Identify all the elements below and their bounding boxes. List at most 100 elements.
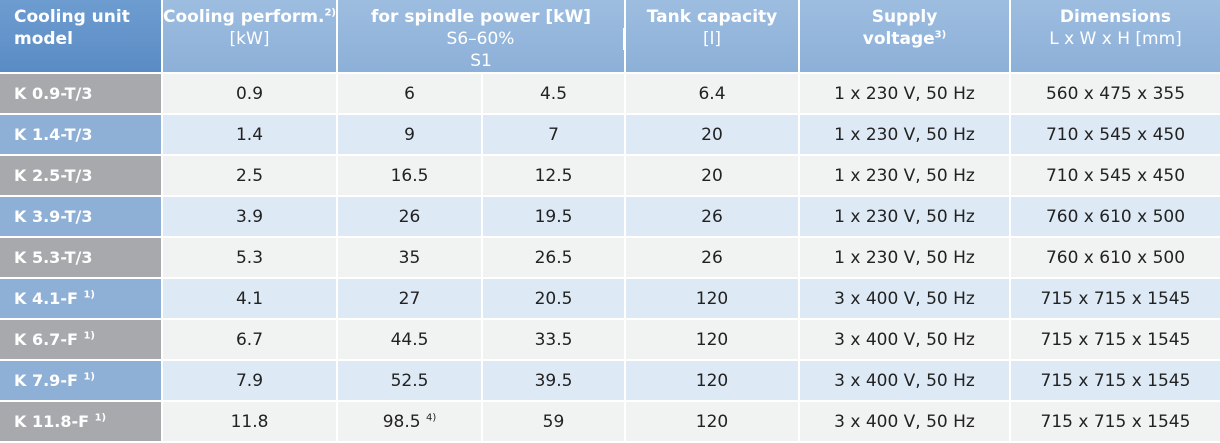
- table-row: K 2.5-T/3 2.5 16.5 12.5 20 1 x 230 V, 50 Hz 71…: [0, 156, 1220, 197]
- table-row: K 11.8-F 1) 11.8 98.5 4) 59 120 3 x 400 V, 50…: [0, 402, 1220, 443]
- model-cell: K 6.7-F 1): [0, 320, 163, 361]
- spindle-s1-cell: 4.5: [483, 74, 626, 115]
- dimensions-cell-text: 710 x 545 x 450: [1045, 124, 1186, 145]
- model-cell-footnote: 1): [83, 289, 95, 301]
- cooling-cell-text: 3.9: [235, 206, 264, 227]
- model-cell-footnote: 1): [83, 371, 95, 383]
- model-cell: K 11.8-F 1): [0, 402, 163, 443]
- header-voltage-title2: voltage: [862, 29, 935, 49]
- dimensions-cell: 715 x 715 x 1545: [1011, 320, 1220, 361]
- voltage-cell-text: 1 x 230 V, 50 Hz: [834, 124, 975, 145]
- table-row: K 3.9-T/3 3.9 26 19.5 26 1 x 230 V, 50 Hz 760 …: [0, 197, 1220, 238]
- table-row: K 1.4-T/3 1.4 9 7 20 1 x 230 V, 50 Hz 710 x 54…: [0, 115, 1220, 156]
- tank-cell: 26: [626, 197, 800, 238]
- cooling-cell-text: 2.5: [235, 165, 264, 186]
- spindle-s1-cell-text: 19.5: [534, 206, 573, 227]
- header-tank-title: Tank capacity: [646, 7, 778, 27]
- tank-cell-text: 120: [695, 288, 729, 309]
- spindle-s6-cell: 98.5 4): [338, 402, 483, 443]
- spindle-s6-cell-text: 98.5: [382, 411, 421, 432]
- cooling-cell: 7.9: [163, 361, 338, 402]
- voltage-cell: 1 x 230 V, 50 Hz: [800, 74, 1011, 115]
- spindle-s1-cell: 19.5: [483, 197, 626, 238]
- spindle-s6-cell-text: 9: [404, 124, 415, 145]
- header-cooling-title: Cooling perform.: [163, 7, 325, 27]
- voltage-cell-text: 3 x 400 V, 50 Hz: [834, 329, 975, 350]
- spindle-s6-cell: 9: [338, 115, 483, 156]
- header-voltage-title: Supply: [871, 7, 938, 27]
- tank-cell-text: 120: [695, 411, 729, 432]
- dimensions-cell: 715 x 715 x 1545: [1011, 361, 1220, 402]
- spindle-s6-cell-text: 52.5: [390, 370, 429, 391]
- cooling-cell-text: 1.4: [235, 124, 264, 145]
- header-voltage-footnote: 3): [934, 29, 947, 41]
- model-cell-text: K 0.9-T/3: [14, 84, 93, 103]
- spindle-s1-cell-text: 26.5: [534, 247, 573, 268]
- table-row: K 5.3-T/3 5.3 35 26.5 26 1 x 230 V, 50 Hz 760 …: [0, 238, 1220, 279]
- cooling-cell: 5.3: [163, 238, 338, 279]
- spindle-s1-cell-text: 59: [542, 411, 565, 432]
- spindle-s1-cell: 7: [483, 115, 626, 156]
- model-cell-text: K 7.9-F: [14, 371, 78, 390]
- spindle-s1-cell-text: 39.5: [534, 370, 573, 391]
- header-cooling-performance: Cooling perform.2) [kW]: [163, 0, 338, 74]
- spindle-s1-cell-text: 4.5: [539, 83, 568, 104]
- voltage-cell: 3 x 400 V, 50 Hz: [800, 320, 1011, 361]
- spindle-s1-cell: 26.5: [483, 238, 626, 279]
- cooling-cell-text: 0.9: [235, 83, 264, 104]
- header-model-line1: Cooling unit: [14, 7, 130, 27]
- cooling-cell: 3.9: [163, 197, 338, 238]
- spindle-s6-cell: 16.5: [338, 156, 483, 197]
- header-cooling-unit: [kW]: [229, 29, 270, 49]
- model-cell-text: K 6.7-F: [14, 330, 78, 349]
- voltage-cell: 1 x 230 V, 50 Hz: [800, 197, 1011, 238]
- dimensions-cell-text: 760 x 610 x 500: [1045, 247, 1186, 268]
- model-cell-text: K 3.9-T/3: [14, 207, 93, 226]
- spindle-s1-cell-text: 7: [548, 124, 559, 145]
- spindle-s6-cell-text: 16.5: [390, 165, 429, 186]
- model-cell-text: K 5.3-T/3: [14, 248, 93, 267]
- spindle-s6-cell: 35: [338, 238, 483, 279]
- tank-cell: 120: [626, 402, 800, 443]
- model-cell-footnote: 1): [83, 330, 95, 342]
- tank-cell-text: 6.4: [698, 83, 726, 104]
- dimensions-cell-text: 710 x 545 x 450: [1045, 165, 1186, 186]
- dimensions-cell-text: 560 x 475 x 355: [1045, 83, 1186, 104]
- voltage-cell-text: 3 x 400 V, 50 Hz: [834, 370, 975, 391]
- dimensions-cell-text: 715 x 715 x 1545: [1040, 288, 1191, 309]
- header-cooling-footnote: 2): [324, 7, 336, 19]
- tank-cell-text: 20: [701, 124, 723, 145]
- cooling-cell-text: 4.1: [235, 288, 264, 309]
- header-tank-capacity: Tank capacity [l]: [626, 0, 800, 74]
- model-cell: K 2.5-T/3: [0, 156, 163, 197]
- dimensions-cell: 560 x 475 x 355: [1011, 74, 1220, 115]
- spindle-s6-cell-text: 6: [404, 83, 415, 104]
- header-model-line2: model: [14, 29, 73, 49]
- tank-cell: 20: [626, 115, 800, 156]
- dimensions-cell: 710 x 545 x 450: [1011, 115, 1220, 156]
- voltage-cell: 1 x 230 V, 50 Hz: [800, 238, 1011, 279]
- header-spindle-s1: S1: [470, 51, 492, 71]
- header-tank-unit: [l]: [703, 29, 721, 49]
- table-row: K 4.1-F 1) 4.1 27 20.5 120 3 x 400 V, 50 Hz 71…: [0, 279, 1220, 320]
- model-cell-text: K 4.1-F: [14, 289, 78, 308]
- header-model: Cooling unit model: [0, 0, 163, 74]
- cooling-cell-text: 7.9: [235, 370, 264, 391]
- model-cell: K 0.9-T/3: [0, 74, 163, 115]
- tank-cell-text: 26: [701, 206, 723, 227]
- tank-cell: 6.4: [626, 74, 800, 115]
- voltage-cell-text: 3 x 400 V, 50 Hz: [834, 411, 975, 432]
- cooling-cell: 11.8: [163, 402, 338, 443]
- header-spindle-power: for spindle power [kW] S6–60% S1: [338, 0, 626, 74]
- dimensions-cell-text: 715 x 715 x 1545: [1040, 411, 1191, 432]
- spindle-s6-cell-text: 26: [398, 206, 421, 227]
- voltage-cell: 1 x 230 V, 50 Hz: [800, 156, 1011, 197]
- tank-cell: 120: [626, 361, 800, 402]
- spindle-s1-cell-text: 20.5: [534, 288, 573, 309]
- spindle-s6-cell: 26: [338, 197, 483, 238]
- spindle-s6-cell: 52.5: [338, 361, 483, 402]
- tank-cell-text: 26: [701, 247, 723, 268]
- model-cell-footnote: 1): [94, 412, 107, 424]
- cooling-cell: 1.4: [163, 115, 338, 156]
